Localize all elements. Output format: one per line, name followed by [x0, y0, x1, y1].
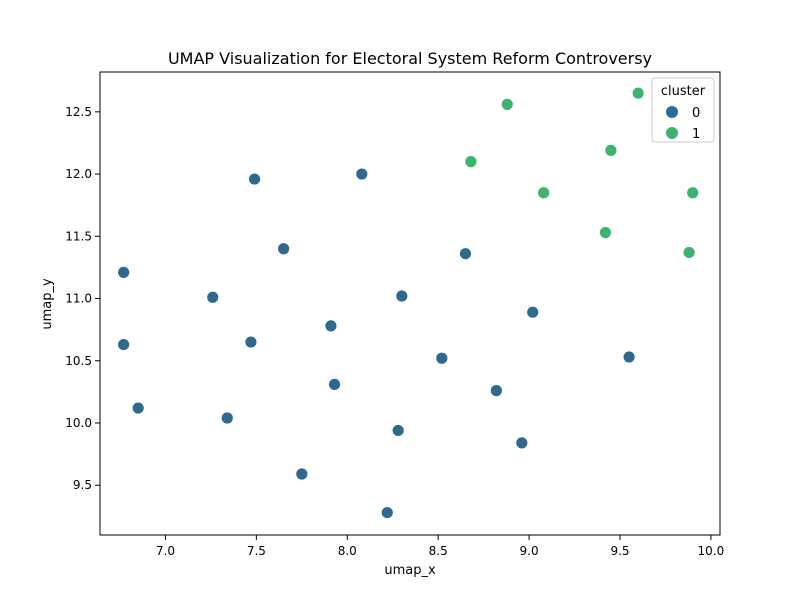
data-point-cluster-1	[537, 186, 551, 200]
data-point-cluster-0	[489, 384, 503, 398]
data-point-cluster-1	[464, 155, 478, 169]
legend-box	[651, 77, 715, 143]
y-tick-label: 10.0	[65, 416, 92, 430]
legend: cluster 0 1	[651, 77, 715, 143]
data-point-cluster-0	[435, 351, 449, 365]
legend-title: cluster	[661, 84, 706, 99]
legend-marker-cluster-1	[666, 127, 678, 139]
x-tick-label: 9.5	[610, 544, 629, 558]
data-point-cluster-0	[220, 411, 234, 425]
data-point-cluster-0	[622, 350, 636, 364]
data-point-cluster-1	[500, 97, 514, 111]
x-tick-label: 8.5	[429, 544, 448, 558]
data-point-cluster-0	[380, 506, 394, 519]
x-axis-label: umap_x	[384, 563, 436, 578]
data-point-cluster-0	[324, 319, 338, 333]
data-point-cluster-1	[599, 226, 612, 239]
data-point-cluster-0	[355, 167, 369, 181]
legend-label-cluster-0: 0	[692, 106, 700, 121]
data-point-cluster-0	[206, 290, 220, 304]
data-point-cluster-1	[604, 144, 618, 157]
y-axis: 9.5 10.0 10.5 11.0 11.5 12.0 12.5	[65, 105, 100, 492]
y-tick-label: 11.0	[65, 292, 92, 306]
x-tick-label: 8.0	[338, 544, 357, 558]
x-tick-label: 10.0	[698, 544, 725, 558]
y-tick-label: 10.5	[65, 354, 92, 368]
legend-marker-cluster-0	[666, 106, 678, 118]
y-tick-label: 9.5	[73, 478, 92, 492]
data-point-cluster-1	[686, 186, 700, 200]
data-point-cluster-0	[295, 467, 309, 481]
data-point-cluster-0	[117, 338, 131, 351]
y-tick-label: 12.5	[65, 105, 92, 119]
y-tick-label: 11.5	[65, 229, 92, 243]
data-point-cluster-0	[515, 436, 529, 450]
plot-frame	[99, 71, 721, 536]
data-point-cluster-1	[631, 86, 645, 100]
x-tick-label: 9.0	[520, 544, 539, 558]
data-point-cluster-0	[248, 172, 261, 186]
data-point-cluster-1	[682, 246, 696, 259]
data-point-cluster-0	[117, 265, 131, 279]
data-point-cluster-0	[328, 378, 341, 391]
y-tick-label: 12.0	[65, 167, 92, 181]
data-point-cluster-0	[526, 305, 540, 319]
data-point-cluster-0	[459, 247, 472, 261]
data-point-cluster-0	[244, 335, 258, 349]
plot-area	[99, 71, 721, 536]
data-point-cluster-0	[277, 242, 291, 256]
y-axis-label: umap_y	[40, 278, 55, 330]
data-point-cluster-0	[131, 401, 145, 415]
x-axis: 7.0 7.5 8.0 8.5 9.0 9.5 10.0	[156, 535, 724, 558]
chart-title: UMAP Visualization for Electoral System …	[168, 49, 652, 68]
legend-label-cluster-1: 1	[692, 127, 700, 142]
data-point-cluster-0	[395, 289, 409, 303]
data-point-cluster-0	[391, 424, 405, 437]
x-tick-label: 7.5	[247, 544, 266, 558]
x-tick-label: 7.0	[156, 544, 175, 558]
